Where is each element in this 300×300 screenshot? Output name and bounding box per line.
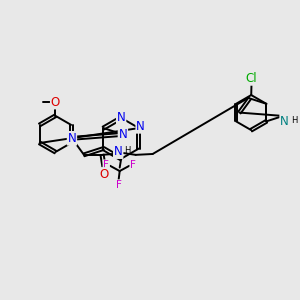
Text: F: F [130,160,136,170]
Text: F: F [116,180,122,190]
Text: H: H [291,116,297,125]
Text: N: N [68,132,76,145]
Text: N: N [136,120,145,133]
Text: N: N [114,145,122,158]
Text: N: N [280,115,289,128]
Text: N: N [118,128,127,141]
Text: H: H [124,146,130,155]
Text: O: O [100,168,109,181]
Text: Cl: Cl [246,72,257,85]
Text: F: F [103,160,109,170]
Text: O: O [51,96,60,109]
Text: N: N [117,111,125,124]
